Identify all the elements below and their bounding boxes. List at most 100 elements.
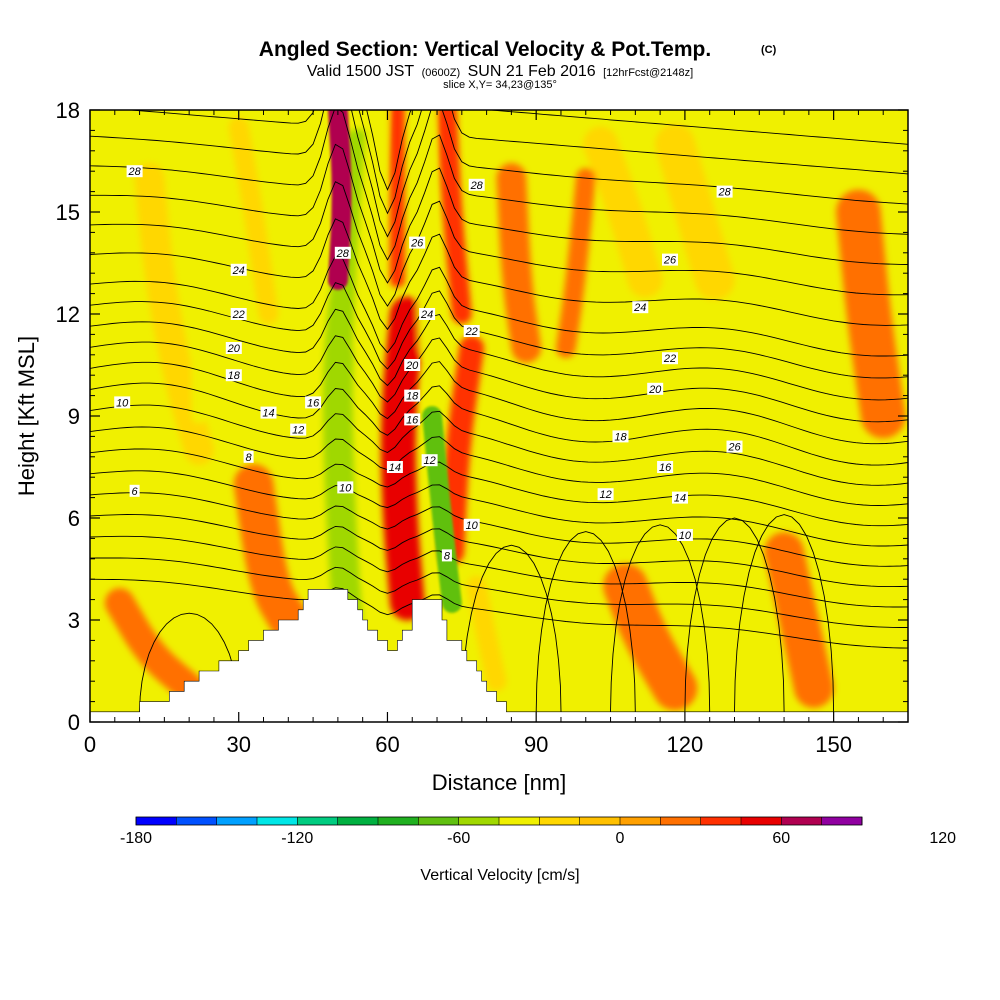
y-tick-label: 12 [56, 302, 80, 327]
colorbar-tick-label: -180 [120, 830, 152, 847]
contour-label-bg [409, 236, 426, 249]
contour-label: 12 [423, 455, 435, 467]
colorbar-swatch [176, 817, 218, 825]
contour-label: 26 [727, 442, 741, 454]
colorbar-swatch [781, 817, 823, 825]
isentrope [90, 404, 908, 486]
colorbar-swatch [660, 817, 702, 825]
contour-label-bg [662, 352, 678, 365]
isentrope [125, 110, 908, 215]
contour-labels: 28 26 24 22 20 18 10 14 16 12 8 6 10 14 12 16 18 20 24 22 26… [114, 165, 743, 562]
velocity-band-upstream-sink-1 [134, 163, 214, 465]
colorbar-tick-label: 0 [616, 830, 625, 847]
x-tick-label: 30 [226, 732, 250, 757]
colorbar-swatch [297, 817, 339, 825]
contour-label: 10 [339, 482, 352, 494]
contour-label-bg [662, 253, 678, 266]
contour-label-bg [305, 396, 322, 409]
contour-label-bg [632, 301, 649, 314]
velocity-band-downstream-lift-2 [556, 168, 596, 358]
contour-label-bg [230, 308, 247, 320]
isentrope [90, 282, 908, 379]
contour-label: 18 [614, 431, 627, 443]
contour-label: 10 [679, 530, 692, 542]
velocity-band-downslope-jet-edge [422, 406, 462, 613]
contour-label-bg [126, 165, 143, 178]
contour-label: 20 [648, 384, 662, 396]
velocity-band-downstream-lift-5 [764, 532, 834, 708]
velocity-band-upper-downdraft-1 [352, 110, 388, 358]
contour-label: 14 [674, 493, 686, 505]
contour-label: 26 [663, 255, 677, 267]
contour-label-bg [463, 518, 480, 531]
isentrope-low [734, 514, 835, 712]
contour-label: 22 [232, 309, 245, 321]
x-axis-label: Distance [nm] [432, 770, 567, 795]
colorbar-swatch [378, 817, 419, 825]
contour-label-bg [657, 461, 674, 473]
contour-label: 18 [228, 370, 241, 382]
contour-label-bg [404, 413, 421, 426]
contour-label-bg [404, 389, 421, 402]
contour-label-bg [597, 488, 614, 501]
contour-label: 26 [410, 238, 424, 250]
contour-label-bg [421, 454, 438, 467]
contour-label: 18 [406, 391, 419, 403]
x-tick-label: 150 [815, 732, 852, 757]
colorbar-swatch [418, 817, 460, 825]
colorbar-swatch [620, 817, 661, 825]
contour-label-bg [225, 369, 242, 382]
colorbar-tick-label: 120 [929, 830, 956, 847]
isentrope [90, 426, 908, 506]
contour-label: 16 [659, 462, 672, 474]
y-axis-label: Height [Kft MSL] [14, 336, 39, 496]
isentrope [90, 382, 908, 466]
colorbar: -180 -120 -60 0 60 120 [120, 816, 956, 847]
velocity-band-upper-updraft-2 [437, 110, 472, 324]
x-axis: 0 30 60 90 120 150 [84, 110, 884, 757]
contour-label: 24 [420, 309, 433, 321]
x-tick-label: 90 [524, 732, 548, 757]
contour-label: 12 [599, 489, 611, 501]
colorbar-swatch [539, 817, 581, 825]
isentrope [90, 492, 908, 567]
contour-label-bg [647, 382, 664, 395]
velocity-band-downstream-sink-2 [655, 124, 735, 300]
contour-label-bg [230, 263, 247, 276]
colorbar-swatch [741, 817, 782, 825]
isentrope-low [684, 517, 785, 712]
contour-label: 14 [389, 462, 401, 474]
colorbar-swatch [579, 817, 621, 825]
velocity-band-lee-wave-2 [439, 335, 485, 565]
contour-label-bg [676, 529, 693, 541]
velocity-band-upstream-lift-1 [104, 588, 205, 703]
y-tick-label: 3 [68, 608, 80, 633]
isentrope [90, 448, 908, 527]
isentrope-low [535, 531, 636, 712]
isentrope-low [461, 544, 562, 712]
velocity-field-soft [104, 110, 906, 711]
isentrope [90, 514, 908, 588]
contour-label: 24 [633, 302, 646, 314]
velocity-band-upstream-lift-2 [233, 464, 309, 640]
velocity-band-lee-updraft-halo [381, 296, 425, 621]
contour-label: 14 [262, 408, 274, 420]
contour-label-bg [441, 549, 452, 562]
contour-label: 10 [466, 520, 479, 532]
terrain-profile [90, 589, 908, 722]
velocity-band-upstream-sink-3 [228, 117, 279, 324]
contour-label-bg [334, 246, 351, 259]
contour-label: 28 [717, 187, 731, 199]
colorbar-swatch [458, 817, 500, 825]
contour-label-bg [386, 461, 403, 473]
contour-label-bg [726, 440, 743, 453]
contour-label: 20 [405, 360, 419, 372]
contour-label-bg [260, 406, 277, 419]
contour-label: 16 [406, 414, 419, 426]
y-axis: 0 3 6 9 12 15 18 [56, 98, 908, 735]
velocity-band-upper-downdraft-2 [415, 110, 435, 356]
y-tick-label: 15 [56, 200, 80, 225]
colorbar-swatch [337, 817, 379, 825]
colorbar-tick-label: -120 [281, 830, 313, 847]
